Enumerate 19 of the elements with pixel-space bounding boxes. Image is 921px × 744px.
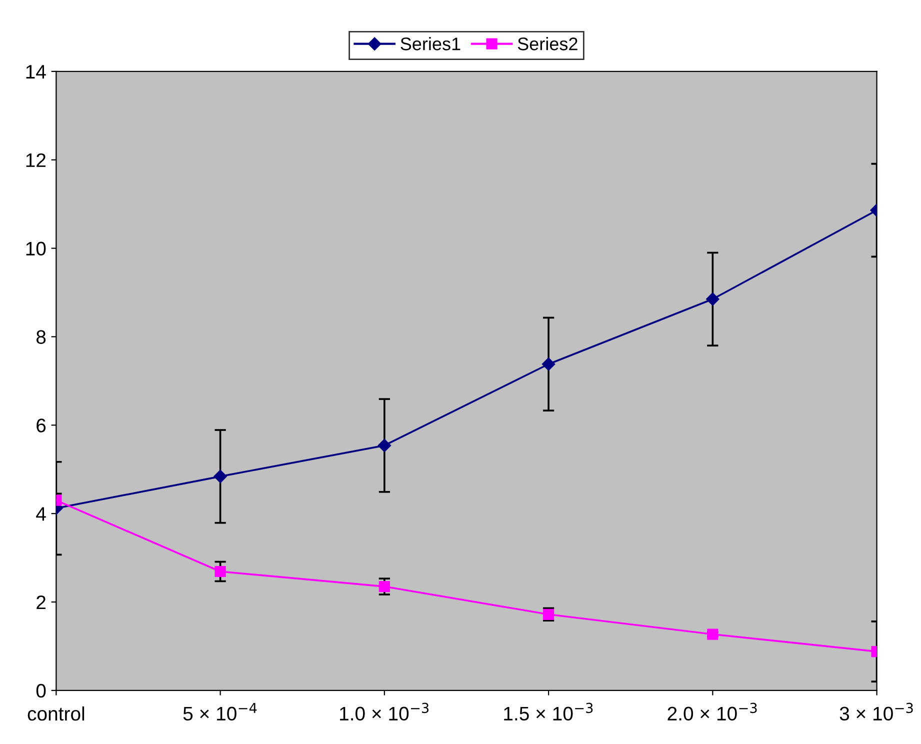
x-tick-label: control bbox=[28, 706, 84, 721]
y-tick-label: 2 bbox=[36, 595, 46, 610]
x-tick-label: 3 × 10$^{−3}$ bbox=[840, 702, 913, 721]
y-tick-label: 14 bbox=[26, 65, 46, 78]
x-tick-label: 5 × 10$^{−4}$ bbox=[183, 702, 257, 721]
y-tick-label: 4 bbox=[36, 507, 46, 521]
point bbox=[542, 358, 556, 371]
y-tick-label: 10 bbox=[26, 242, 46, 256]
x-tick-label: 2.0 × 10$^{−3}$ bbox=[668, 702, 757, 721]
y-tick-label: 8 bbox=[36, 330, 46, 344]
y-tick-label: 12 bbox=[26, 153, 46, 167]
y-tick-label: 0 bbox=[36, 684, 46, 698]
legend-label: Series1 bbox=[400, 37, 460, 50]
point bbox=[378, 438, 392, 452]
x-tick-label: 1.5 × 10$^{−3}$ bbox=[504, 702, 593, 721]
point bbox=[378, 580, 390, 592]
y-tick-label: 6 bbox=[36, 418, 46, 432]
legend-label: Series2 bbox=[518, 37, 578, 50]
x-tick-label: 1.0 × 10$^{−3}$ bbox=[340, 702, 429, 721]
